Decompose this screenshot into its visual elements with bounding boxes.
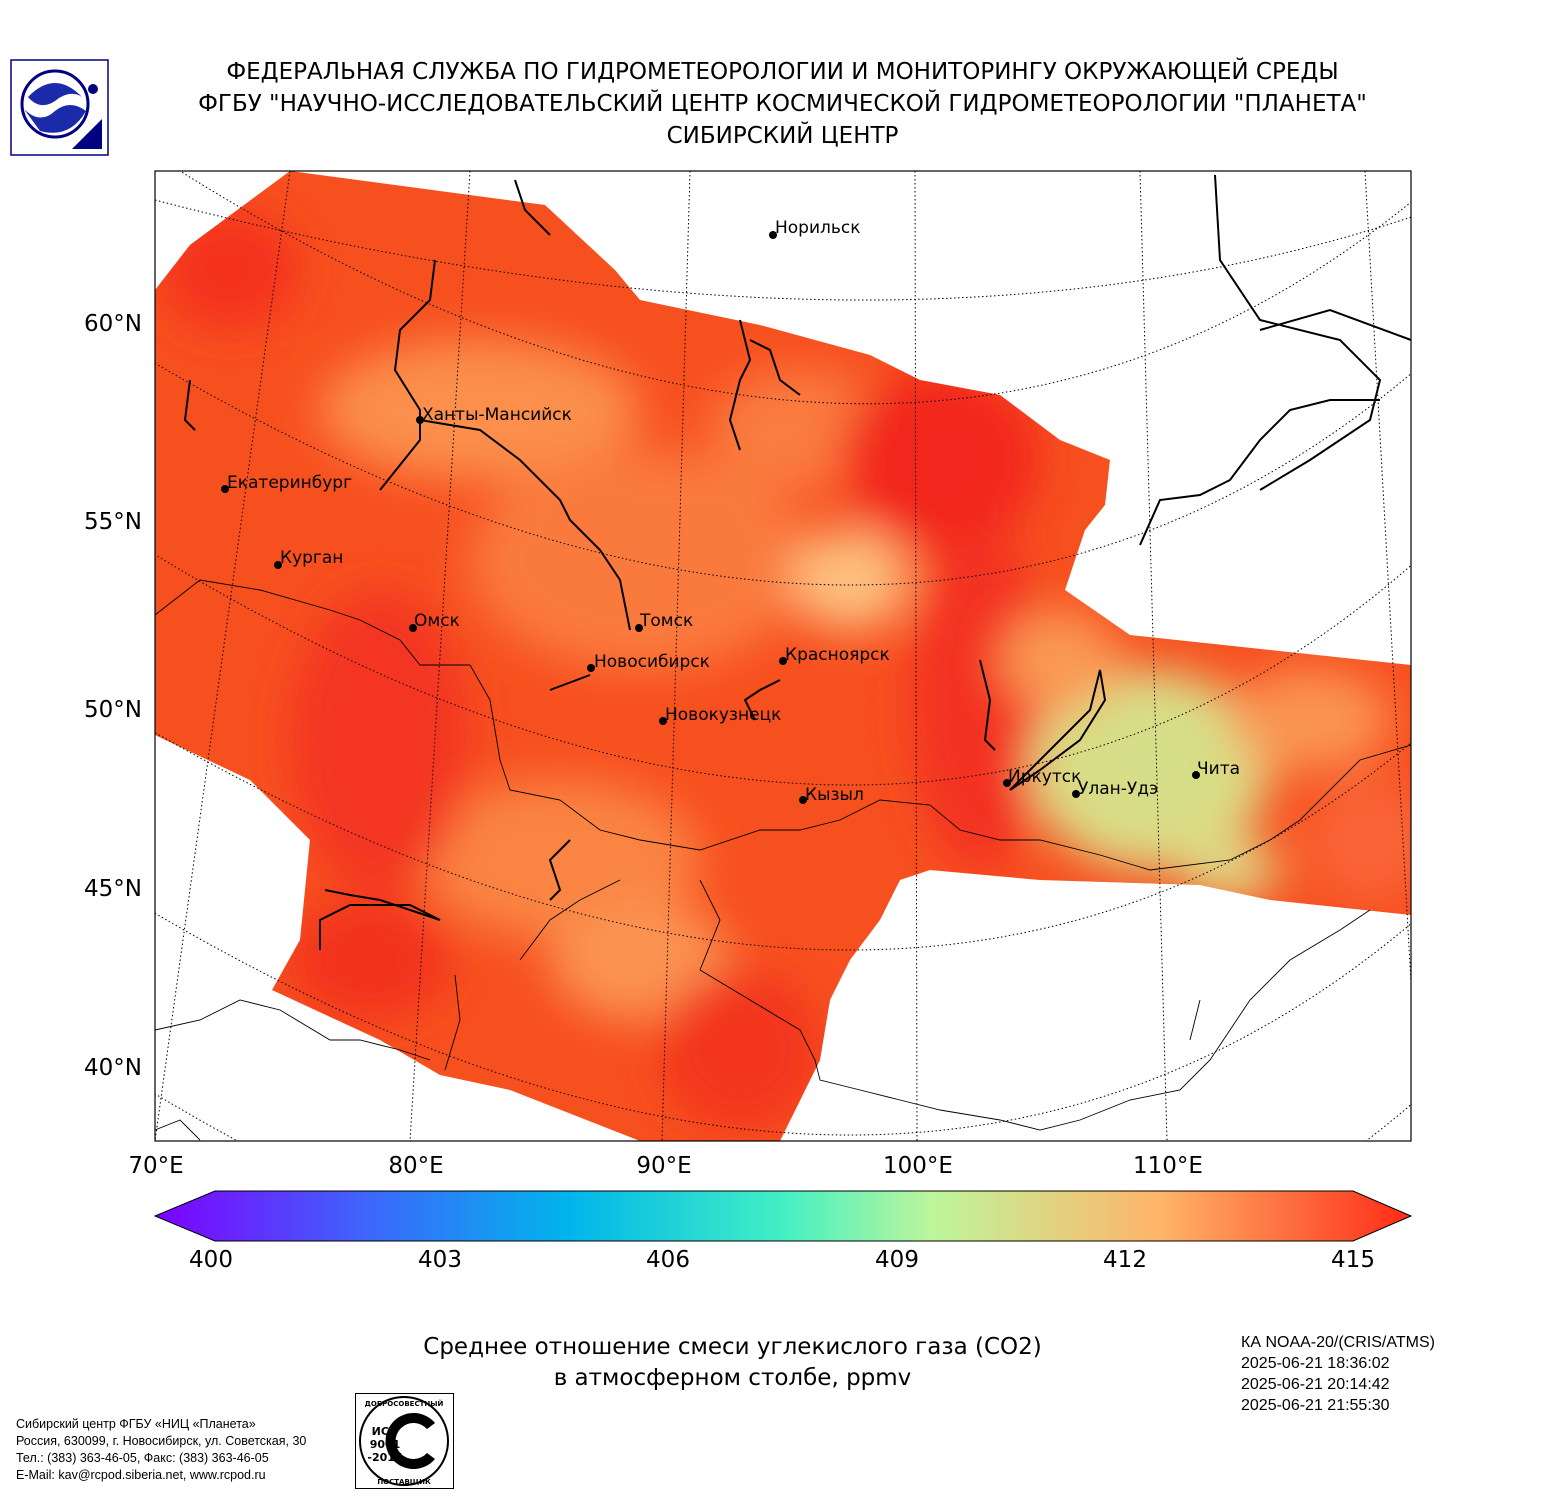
- city-label-novosibirsk: Новосибирск: [594, 652, 710, 672]
- city-label-norilsk: Норильск: [775, 218, 861, 238]
- city-label-krasnoyarsk: Красноярск: [785, 645, 890, 665]
- city-label-ekaterinburg: Екатеринбург: [227, 473, 353, 493]
- lat-label-60: 60°N: [84, 311, 142, 337]
- iso-text: ПОСТАВЩИК: [377, 1478, 431, 1486]
- colorbar-tick-412: 412: [1103, 1247, 1147, 1273]
- map-caption: Среднее отношение смеси углекислого газа…: [400, 1332, 1065, 1394]
- city-marker: [1072, 790, 1080, 798]
- city-label-omsk: Омск: [414, 611, 460, 631]
- city-label-tomsk: Томск: [640, 611, 694, 631]
- address-line: E-Mail: kav@rcpod.siberia.net, www.rcpod…: [16, 1468, 266, 1482]
- pass-time: 2025-06-21 20:14:42: [1241, 1376, 1390, 1393]
- satellite-info: КА NOAA-20/(CRIS/ATMS) 2025-06-21 18:36:…: [1241, 1332, 1435, 1416]
- iso-text: 9001: [370, 1438, 401, 1451]
- city-marker: [1192, 771, 1200, 779]
- iso-text: -2015: [367, 1451, 402, 1464]
- header-line-2: ФГБУ "НАУЧНО-ИССЛЕДОВАТЕЛЬСКИЙ ЦЕНТР КОС…: [198, 91, 1367, 117]
- city-marker: [769, 231, 777, 239]
- city-marker: [409, 624, 417, 632]
- lat-label-55: 55°N: [84, 509, 142, 535]
- roshydromet-logo: [10, 59, 109, 156]
- colorbar-tick-415: 415: [1331, 1247, 1375, 1273]
- map-figure: [153, 170, 1413, 1242]
- city-marker: [221, 485, 229, 493]
- colorbar-tick-403: 403: [418, 1247, 462, 1273]
- lon-label-110: 110°E: [1133, 1153, 1203, 1179]
- caption-line-1: Среднее отношение смеси углекислого газа…: [423, 1334, 1042, 1360]
- city-label-kurgan: Курган: [280, 548, 344, 568]
- header-line-1: ФЕДЕРАЛЬНАЯ СЛУЖБА ПО ГИДРОМЕТЕОРОЛОГИИ …: [226, 59, 1339, 85]
- city-label-novokuznetsk: Новокузнецк: [665, 705, 782, 725]
- city-label-kyzyl: Кызыл: [805, 785, 864, 805]
- graticule: [155, 171, 1411, 1141]
- city-marker: [659, 717, 667, 725]
- contact-address: Сибирский центр ФГБУ «НИЦ «Планета» Росс…: [16, 1416, 306, 1484]
- caption-line-2: в атмосферном столбе, ppmv: [553, 1365, 912, 1391]
- city-marker: [779, 657, 787, 665]
- pass-time: 2025-06-21 21:55:30: [1241, 1397, 1390, 1414]
- colorbar-tick-409: 409: [875, 1247, 919, 1273]
- city-label-irkutsk: Иркутск: [1008, 767, 1082, 787]
- lon-label-100: 100°E: [883, 1153, 953, 1179]
- city-marker: [1003, 779, 1011, 787]
- city-label-khanty-mansiysk: Ханты-Мансийск: [422, 405, 572, 425]
- address-line: Тел.: (383) 363-46-05, Факс: (383) 363-4…: [16, 1451, 269, 1465]
- colorbar-tick-406: 406: [646, 1247, 690, 1273]
- city-label-ulan-ude: Улан-Удэ: [1078, 779, 1159, 799]
- lat-label-40: 40°N: [84, 1055, 142, 1081]
- city-marker: [799, 796, 807, 804]
- colorbar: [153, 1190, 1413, 1242]
- iso-certification-badge: ИСО 9001 -2015 ДОБРОСОВЕСТНЫЙ ПОСТАВЩИК: [355, 1393, 454, 1489]
- city-marker: [416, 416, 424, 424]
- address-line: Сибирский центр ФГБУ «НИЦ «Планета»: [16, 1417, 256, 1431]
- lon-label-80: 80°E: [388, 1153, 444, 1179]
- city-label-chita: Чита: [1197, 759, 1241, 779]
- address-line: Россия, 630099, г. Новосибирск, ул. Сове…: [16, 1434, 307, 1448]
- satellite-name: КА NOAA-20/(CRIS/ATMS): [1241, 1334, 1435, 1351]
- city-marker: [635, 624, 643, 632]
- iso-text: ДОБРОСОВЕСТНЫЙ: [365, 1399, 444, 1408]
- lon-label-70: 70°E: [128, 1153, 184, 1179]
- lat-label-45: 45°N: [84, 876, 142, 902]
- colorbar-tick-400: 400: [189, 1247, 233, 1273]
- lon-label-90: 90°E: [636, 1153, 692, 1179]
- header-line-3: СИБИРСКИЙ ЦЕНТР: [666, 123, 899, 149]
- city-marker: [587, 664, 595, 672]
- iso-text: ИСО: [372, 1425, 399, 1438]
- city-marker: [274, 561, 282, 569]
- pass-time: 2025-06-21 18:36:02: [1241, 1355, 1390, 1372]
- lat-label-50: 50°N: [84, 697, 142, 723]
